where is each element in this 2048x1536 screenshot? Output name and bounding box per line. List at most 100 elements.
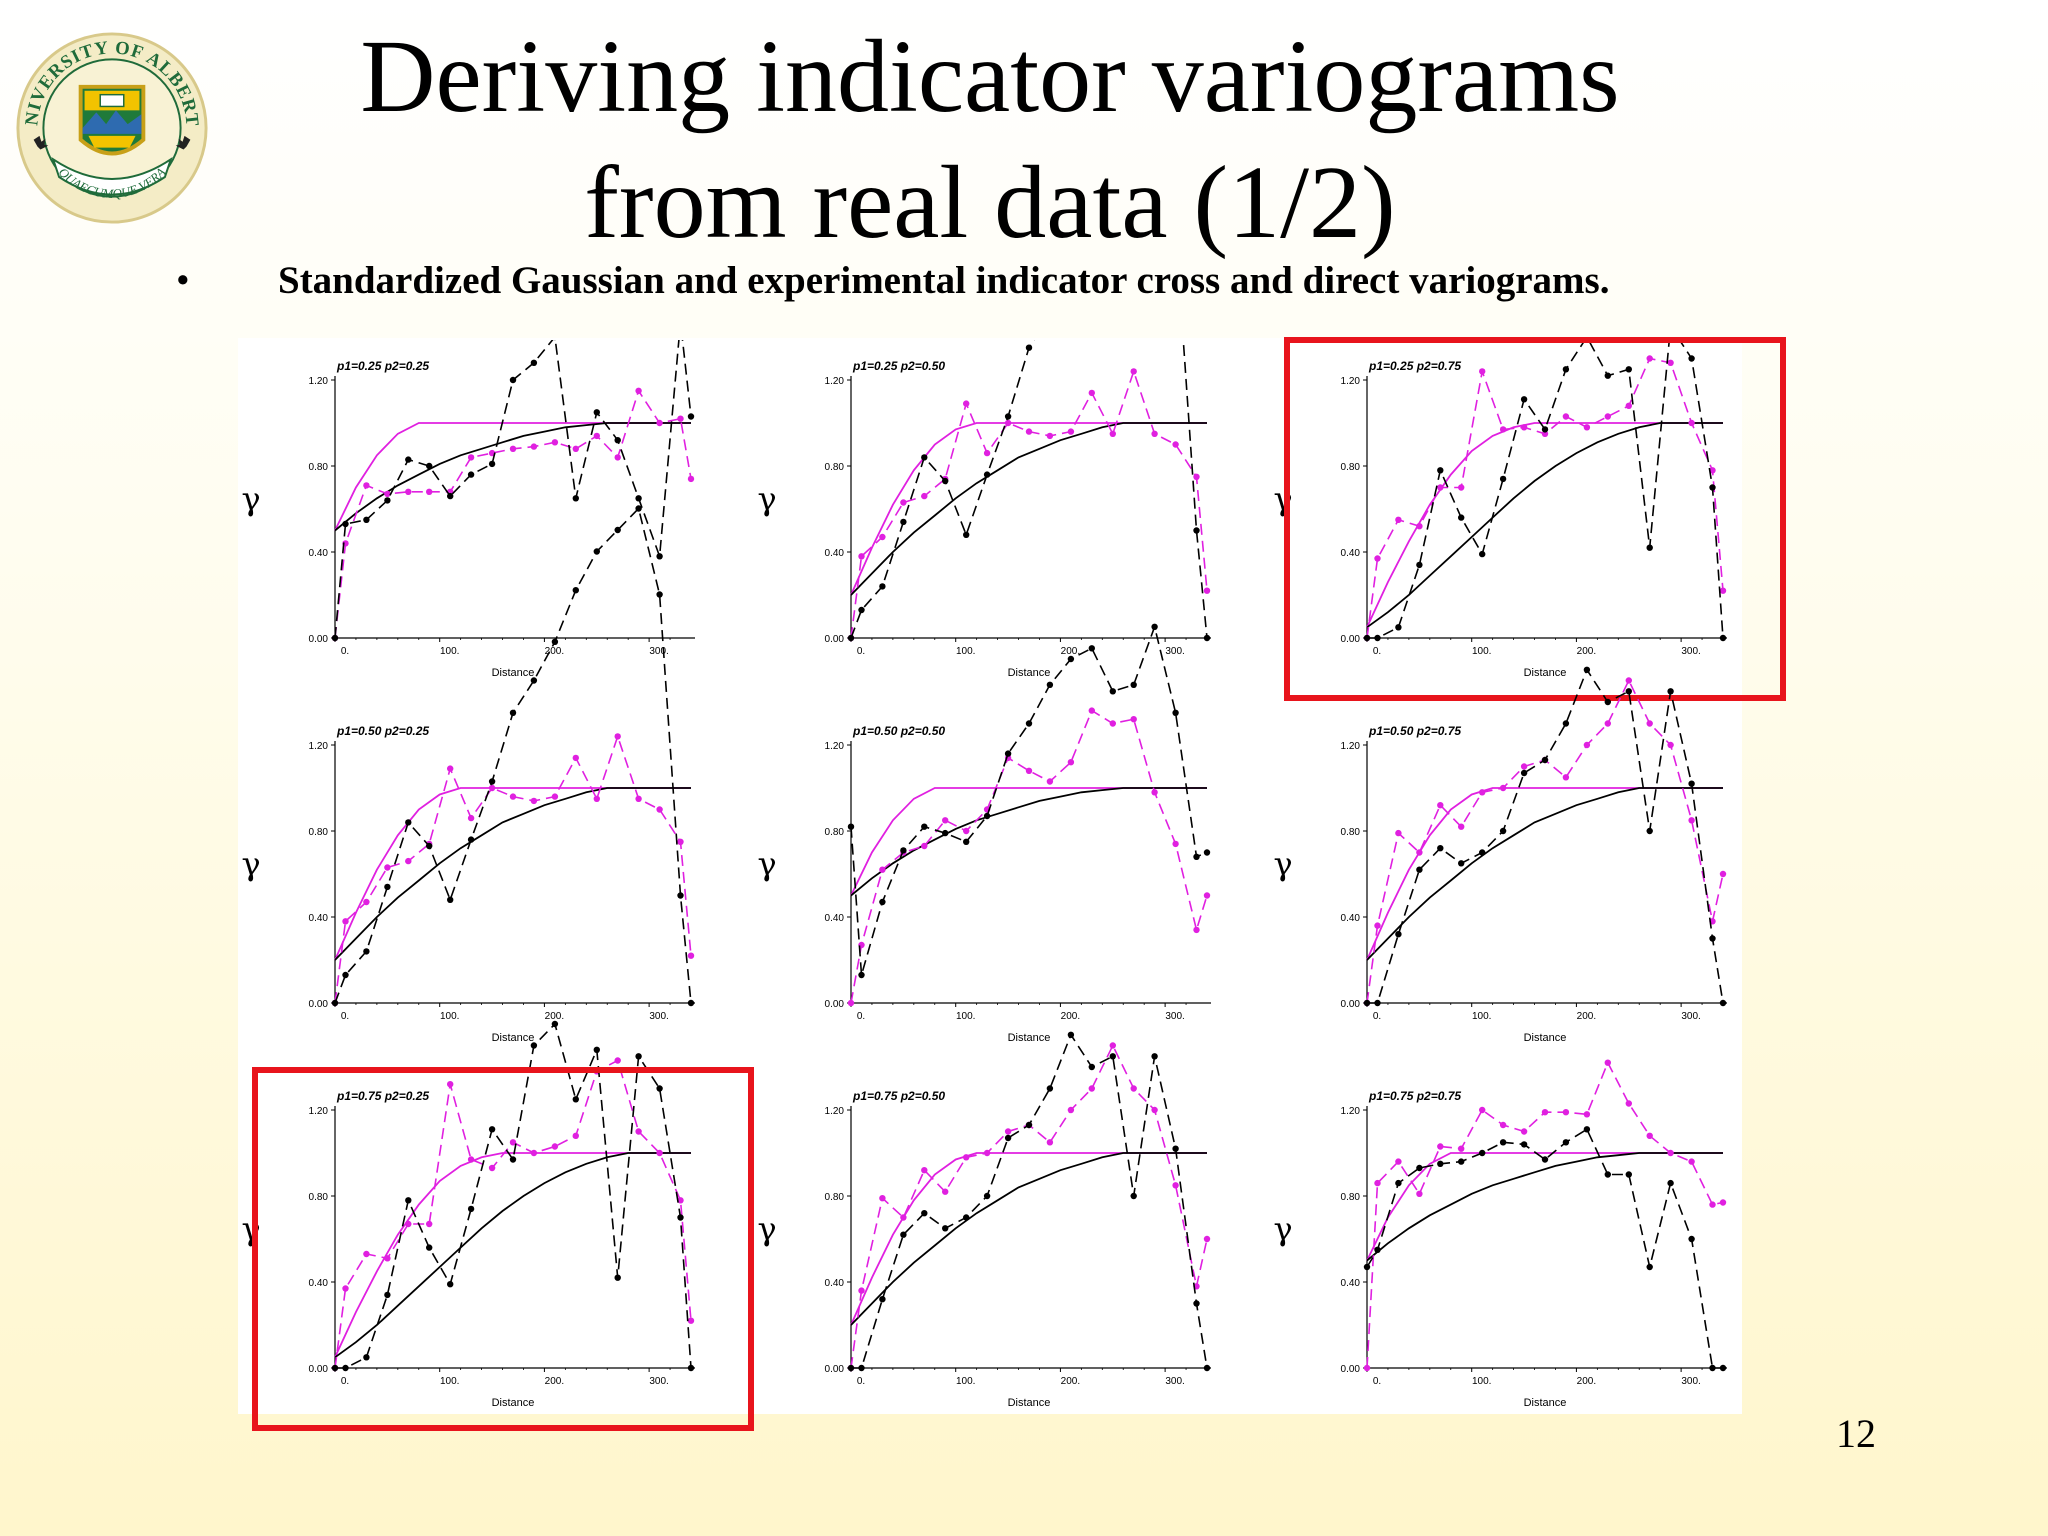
data-point-gaussian [1646, 1263, 1653, 1271]
data-point-indicator [1130, 368, 1137, 375]
data-point-gaussian [1458, 1158, 1465, 1165]
model-indicator-line [850, 1152, 1207, 1326]
x-tick-label: 300. [1165, 1376, 1184, 1387]
data-point-indicator [1130, 1085, 1137, 1092]
data-point-indicator [921, 492, 928, 500]
chart-title: p1=0.75 p2=0.25 [336, 1089, 429, 1103]
data-point-indicator [1479, 789, 1486, 796]
data-point-indicator [551, 1143, 559, 1150]
data-point-gaussian [1172, 226, 1178, 232]
data-point-indicator [405, 857, 412, 865]
x-tick-label: 0. [857, 1011, 865, 1022]
data-point-indicator [467, 454, 475, 461]
data-point-gaussian [963, 531, 970, 538]
x-tick-label: 200. [1577, 1376, 1596, 1387]
data-point-indicator [551, 793, 559, 800]
data-point-gaussian [942, 1225, 949, 1232]
y-tick-label: 1.20 [825, 1106, 845, 1117]
chart-title: p1=0.50 p2=0.75 [1368, 724, 1461, 738]
data-point-gaussian [1541, 756, 1549, 764]
data-point-gaussian [572, 587, 579, 594]
data-point-gaussian [1363, 634, 1371, 642]
x-tick-label: 200. [1061, 646, 1080, 657]
data-point-gaussian [1667, 323, 1673, 329]
experimental-gaussian-line [1367, 668, 1724, 1004]
data-point-indicator [1719, 1199, 1727, 1206]
x-tick-label: 200. [545, 1011, 564, 1022]
data-point-gaussian [879, 1296, 886, 1303]
data-point-indicator [342, 1285, 349, 1292]
data-point-indicator [614, 454, 621, 461]
bullet-marker: • [176, 259, 190, 302]
x-tick-label: 300. [1681, 1376, 1700, 1387]
data-point-gaussian [1520, 769, 1528, 777]
bullet-text: Standardized Gaussian and experimental i… [278, 259, 1610, 302]
data-point-gaussian [1025, 720, 1033, 727]
chart-panel-6: 0.00 0.40 0.80 1.20 0. 100. 200. 300. p1=0.50 p2… [1273, 666, 1727, 1044]
data-point-indicator [1562, 1109, 1570, 1116]
data-point-indicator [1583, 424, 1591, 431]
data-point-gaussian [488, 460, 496, 468]
chart-title: p1=0.75 p2=0.75 [1368, 1089, 1461, 1103]
x-tick-label: 200. [545, 646, 564, 657]
data-point-gaussian [900, 1231, 907, 1238]
series-group [1363, 666, 1727, 1007]
data-point-gaussian [1562, 366, 1570, 373]
data-point-gaussian [551, 1020, 559, 1028]
data-point-indicator [1046, 778, 1054, 785]
y-tick-label: 0.40 [825, 548, 845, 559]
data-point-gaussian [1604, 1171, 1612, 1178]
data-point-gaussian [1110, 183, 1116, 189]
data-point-indicator [963, 400, 970, 407]
data-point-indicator [593, 795, 600, 802]
data-point-indicator [879, 1195, 886, 1202]
y-tick-label: 0.80 [1341, 827, 1361, 838]
data-point-indicator [858, 553, 865, 560]
data-point-gaussian [1499, 475, 1507, 483]
y-tick-label: 0.40 [825, 913, 845, 924]
x-axis-label: Distance [1008, 1397, 1051, 1409]
data-point-gaussian [900, 847, 907, 854]
data-point-indicator [1025, 428, 1033, 435]
y-tick-label: 1.20 [825, 376, 845, 387]
data-point-indicator [467, 1156, 475, 1163]
data-point-indicator [1437, 484, 1444, 491]
data-point-gaussian [635, 495, 642, 502]
data-point-gaussian [687, 999, 695, 1007]
data-point-gaussian [1046, 1085, 1054, 1092]
data-point-indicator [656, 1149, 663, 1157]
model-gaussian-line [334, 1152, 691, 1359]
chart-panel-background [238, 338, 1742, 1414]
experimental-gaussian-line [851, 1033, 1208, 1369]
data-point-gaussian [1416, 561, 1423, 569]
data-point-gaussian [635, 1053, 642, 1060]
model-indicator-line [1366, 787, 1723, 961]
data-point-gaussian [1479, 849, 1486, 856]
data-point-indicator [384, 490, 391, 498]
data-point-indicator [1604, 720, 1612, 727]
data-point-gaussian [530, 359, 538, 366]
slide-title: Deriving indicator variograms from real … [360, 19, 1620, 260]
series-group [847, 183, 1211, 642]
y-tick-label: 0.00 [1341, 999, 1361, 1010]
data-point-gaussian [1479, 550, 1486, 558]
data-point-indicator [1046, 432, 1054, 440]
data-point-gaussian [1203, 849, 1211, 856]
model-gaussian-line [1366, 787, 1723, 961]
model-gaussian-line [850, 787, 1207, 897]
data-point-indicator [551, 439, 559, 446]
data-point-gaussian [1646, 827, 1653, 835]
x-tick-label: 0. [1373, 646, 1381, 657]
data-point-gaussian [1458, 860, 1465, 867]
data-point-indicator [1437, 802, 1444, 809]
data-point-indicator [942, 1188, 949, 1195]
x-tick-label: 0. [1373, 1011, 1381, 1022]
series-group [847, 623, 1211, 1007]
data-point-gaussian [1583, 666, 1591, 673]
x-tick-label: 300. [649, 1011, 668, 1022]
experimental-gaussian-line [335, 1022, 692, 1369]
data-point-indicator [1709, 1201, 1716, 1208]
page-number: 12 [1836, 1411, 1876, 1456]
data-point-gaussian [677, 892, 684, 899]
data-point-indicator [656, 806, 663, 813]
